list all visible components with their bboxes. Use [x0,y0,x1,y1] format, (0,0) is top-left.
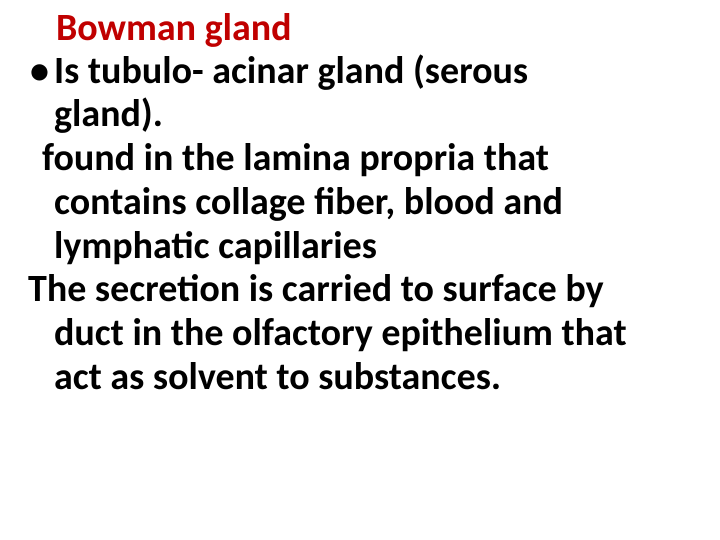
slide: Bowman gland • Is tubulo- acinar gland (… [0,0,720,540]
bullet-line-2: gland). [28,93,692,137]
bullet-line-1: Is tubulo- acinar gland (serous [54,50,692,94]
body-line-4: contains collage fiber, blood and [28,181,692,225]
body-line-5: lymphatic capillaries [28,225,692,269]
body-line-6: The secretion is carried to surface by [28,268,692,312]
body-line-3: found in the lamina propria that [28,137,692,181]
body-line-8: act as solvent to substances. [28,356,692,400]
slide-title: Bowman gland [56,8,692,50]
bullet-item: • Is tubulo- acinar gland (serous [28,50,692,94]
body-line-7: duct in the olfactory epithelium that [28,312,692,356]
bullet-marker: • [28,50,54,94]
